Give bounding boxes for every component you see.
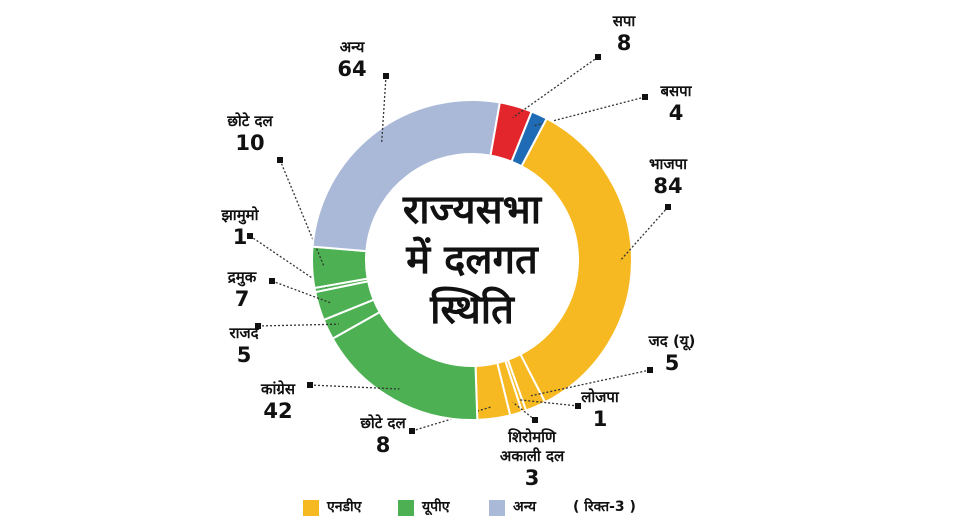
title-line: में दलगत	[406, 237, 538, 283]
legend-label: एनडीए	[327, 499, 362, 515]
leader-dot	[247, 233, 253, 239]
leader-line	[309, 384, 400, 390]
leader-dot	[647, 367, 653, 373]
leader-dot	[255, 323, 261, 329]
category-label: सपा	[612, 12, 636, 30]
slice-label: छोटे दल 10	[205, 112, 295, 155]
category-label: अन्य	[339, 38, 365, 56]
slice-label: राजद 5	[199, 324, 289, 367]
slice-label: कांग्रेस 42	[233, 380, 323, 423]
leader-dot	[575, 403, 581, 409]
donut-slice	[311, 99, 501, 253]
leader-dot	[665, 204, 671, 210]
leader-dot	[383, 73, 389, 79]
value-label: 42	[263, 399, 293, 423]
leader-dot	[642, 94, 648, 100]
leader-line	[520, 399, 579, 407]
category-label: छोटे दल	[360, 414, 406, 432]
slice-label: अन्य 64	[307, 38, 397, 81]
value-label: 8	[616, 31, 632, 55]
legend-note: ( रिक्त-3 )	[573, 499, 636, 515]
value-label: 64	[337, 57, 367, 81]
category-label: द्रमुक	[227, 268, 257, 286]
slice-label: बसपा 4	[631, 82, 721, 125]
category-label: राजद	[229, 324, 259, 342]
legend-swatch	[489, 500, 505, 516]
category-label: लोजपा	[581, 388, 619, 406]
title-line: राज्यसभा	[402, 187, 542, 233]
value-label: 5	[664, 351, 680, 375]
slice-label: शिरोमणि अकाली दल 3	[487, 428, 577, 490]
legend-swatch	[398, 500, 414, 516]
slice-label: सपा 8	[579, 12, 669, 55]
slice-label: जद (यू) 5	[627, 332, 717, 375]
category-label: झामुमो	[221, 206, 259, 224]
value-label: 8	[375, 433, 391, 457]
leader-line	[381, 75, 387, 143]
category-label: कांग्रेस	[260, 380, 295, 398]
category-label: छोटे दल	[227, 112, 273, 130]
slice-label: झामुमो 1	[195, 206, 285, 249]
value-label: 5	[236, 343, 252, 367]
leader-dot	[269, 278, 275, 284]
title-line: स्थिति	[430, 287, 514, 333]
value-label: 1	[232, 225, 248, 249]
donut-slice	[519, 117, 633, 404]
value-label: 84	[653, 174, 683, 198]
leader-dot	[277, 157, 283, 163]
category-label: शिरोमणि अकाली दल	[499, 428, 565, 465]
slice-label: भाजपा 84	[623, 155, 713, 198]
leader-line	[512, 401, 536, 421]
leader-line	[512, 56, 599, 119]
leader-line	[534, 96, 646, 127]
legend-label: यूपीए	[422, 499, 450, 515]
leader-dot	[409, 428, 415, 434]
value-label: 10	[235, 131, 265, 155]
value-label: 4	[668, 101, 684, 125]
leader-line	[257, 323, 339, 327]
leader-dot	[532, 417, 538, 423]
value-label: 7	[234, 287, 250, 311]
category-label: भाजपा	[649, 155, 687, 173]
leader-dot	[307, 382, 313, 388]
value-label: 1	[592, 407, 608, 431]
value-label: 3	[524, 466, 540, 490]
legend-label: अन्य	[513, 499, 536, 515]
leader-dot	[595, 54, 601, 60]
category-label: जद (यू)	[648, 332, 696, 350]
leader-line	[619, 206, 669, 262]
leader-line	[279, 159, 325, 268]
leader-line	[530, 369, 651, 397]
slice-label: छोटे दल 8	[338, 414, 428, 457]
legend-swatch	[303, 500, 319, 516]
slice-label: द्रमुक 7	[197, 268, 287, 311]
slice-label: लोजपा 1	[555, 388, 645, 431]
center-title: राज्यसभा में दलगत स्थिति	[372, 185, 572, 335]
category-label: बसपा	[660, 82, 692, 100]
